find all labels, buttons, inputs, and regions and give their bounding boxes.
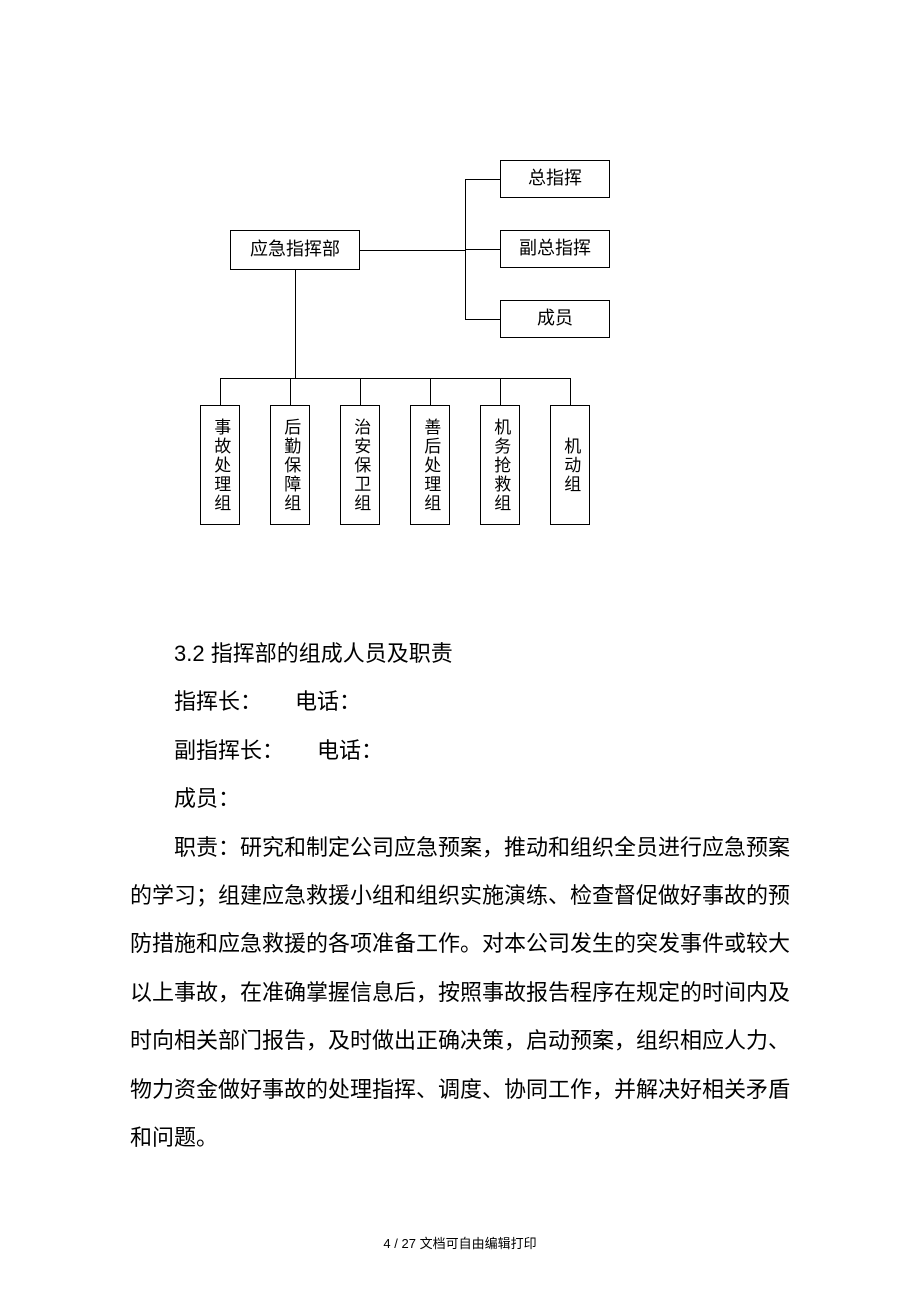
node-team-0: 事故处理组 [200, 405, 240, 525]
node-team-4: 机务抢救组 [480, 405, 520, 525]
duty-paragraph: 职责：研究和制定公司应急预案，推动和组织全员进行应急预案的学习；组建应急救援小组… [130, 824, 790, 1163]
commander-line: 指挥长： 电话： [130, 678, 790, 726]
connector-line [570, 378, 571, 405]
node-team-2: 治安保卫组 [340, 405, 380, 525]
page-number-current: 4 [383, 1236, 390, 1251]
connector-line [220, 378, 221, 405]
node-members: 成员 [500, 300, 610, 338]
node-commander: 总指挥 [500, 160, 610, 198]
connector-line [360, 378, 361, 405]
footer-note: 文档可自由编辑打印 [420, 1236, 537, 1251]
connector-line [360, 250, 465, 251]
page-content: 应急指挥部 总指挥副总指挥成员事故处理组后勤保障组治安保卫组善后处理组机务抢救组机… [0, 0, 920, 1222]
connector-line [465, 319, 500, 320]
body-text: 3.2 指挥部的组成人员及职责 指挥长： 电话： 副指挥长： 电话： 成员： 职… [130, 630, 790, 1162]
vice-commander-line: 副指挥长： 电话： [130, 727, 790, 775]
org-chart-diagram: 应急指挥部 总指挥副总指挥成员事故处理组后勤保障组治安保卫组善后处理组机务抢救组机… [190, 160, 650, 560]
connector-line [295, 270, 296, 378]
node-team-1: 后勤保障组 [270, 405, 310, 525]
connector-line [500, 378, 501, 405]
page-number-total: 27 [401, 1236, 415, 1251]
connector-line [430, 378, 431, 405]
connector-line [220, 378, 570, 379]
node-vice-commander: 副总指挥 [500, 230, 610, 268]
node-command-hq: 应急指挥部 [230, 230, 360, 270]
node-team-3: 善后处理组 [410, 405, 450, 525]
section-heading: 3.2 指挥部的组成人员及职责 [130, 630, 790, 678]
member-line: 成员： [130, 775, 790, 823]
connector-line [465, 249, 500, 250]
connector-line [465, 179, 500, 180]
node-team-5: 机动组 [550, 405, 590, 525]
page-footer: 4 / 27 文档可自由编辑打印 [0, 1233, 920, 1252]
connector-line [290, 378, 291, 405]
